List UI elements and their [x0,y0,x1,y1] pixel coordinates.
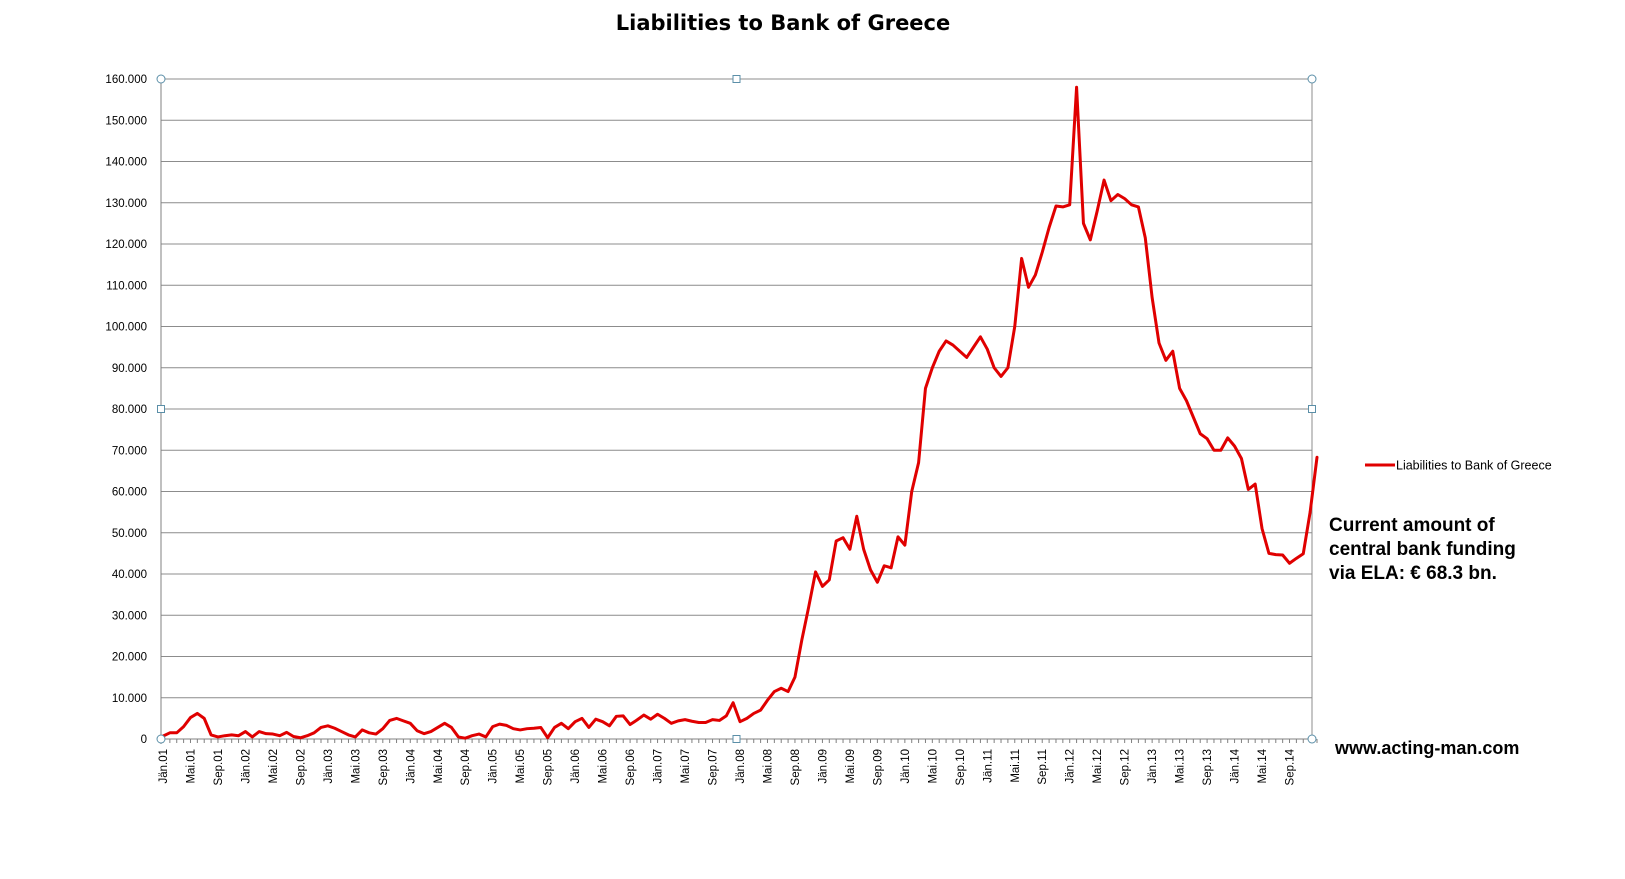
x-tick-label: Sep.05 [543,749,555,785]
resize-handle[interactable] [157,405,165,413]
x-tick-label: Mai.12 [1092,749,1104,784]
y-tick-label: 80.000 [112,404,147,416]
legend-label: Liabilities to Bank of Greece [1396,459,1552,473]
y-tick-label: 90.000 [112,363,147,375]
resize-handle[interactable] [156,74,166,84]
x-tick-label: Sep.07 [708,749,720,785]
y-tick-label: 30.000 [112,610,147,622]
x-tick-label: Mai.13 [1175,749,1187,784]
x-tick-label: Mai.01 [185,749,197,784]
x-tick-label: Sep.08 [790,749,802,785]
y-tick-label: 140.000 [105,157,147,169]
annotation-line-3: via ELA: € 68.3 bn. [1329,563,1497,584]
x-tick-label: Mai.10 [927,749,939,784]
x-tick-label: Mai.07 [680,749,692,784]
x-tick-label: Jän.02 [240,749,252,784]
legend: Liabilities to Bank of Greece [1365,459,1552,473]
x-tick-label: Sep.10 [955,749,967,785]
x-tick-label: Jän.08 [735,749,747,784]
x-tick-label: Mai.03 [350,749,362,784]
y-tick-label: 10.000 [112,693,147,705]
x-tick-label: Sep.09 [872,749,884,785]
y-tick-label: 160.000 [105,74,147,86]
x-axis: Jän.01 Mai.01 Sep.01 Jän.02 Mai.02 Sep.02 Jän.… [158,739,1318,785]
x-tick-label: Jän.10 [900,749,912,784]
x-tick-label: Sep.12 [1120,749,1132,785]
x-tick-label: Jän.13 [1147,749,1159,784]
y-tick-label: 50.000 [112,528,147,540]
gridlines [160,78,1313,744]
y-tick-label: 20.000 [112,652,147,664]
y-tick-label: 100.000 [105,322,147,334]
x-tick-label: Jän.09 [817,749,829,784]
source-watermark: www.acting-man.com [1335,738,1520,758]
x-tick-label: Mai.09 [845,749,857,784]
x-tick-label: Sep.01 [213,749,225,785]
chart-title: Liabilities to Bank of Greece [616,11,951,35]
x-tick-label: Mai.05 [515,749,527,784]
x-tick-label: Jän.06 [570,749,582,784]
resize-handle[interactable] [732,75,741,83]
y-tick-label: 70.000 [112,445,147,457]
x-tick-label: Jän.07 [653,749,665,784]
x-tick-label: Mai.02 [268,749,280,784]
resize-handle[interactable] [1308,405,1316,413]
resize-handle[interactable] [1307,734,1317,744]
x-tick-label: Sep.11 [1037,749,1049,785]
resize-handle[interactable] [156,734,166,744]
x-tick-label: Jän.12 [1065,749,1077,784]
x-tick-label: Mai.04 [433,748,445,783]
x-tick-label: Sep.02 [295,749,307,785]
x-tick-label: Jän.03 [323,749,335,784]
x-tick-label: Jän.14 [1230,748,1242,783]
x-tick-label: Sep.14 [1285,748,1297,785]
annotation-line-2: central bank funding [1329,539,1516,560]
y-tick-label: 110.000 [106,280,147,292]
x-tick-label: Jän.05 [488,749,500,784]
y-tick-label: 40.000 [112,569,147,581]
x-tick-label: Sep.13 [1202,749,1214,785]
x-tick-label: Jän.01 [158,749,170,784]
annotation-line-1: Current amount of [1329,515,1495,536]
y-tick-label: 120.000 [105,239,147,251]
annotation-note: Current amount of central bank funding v… [1329,514,1599,586]
x-tick-label: Jän.11 [982,749,994,783]
x-tick-label: Mai.11 [1010,749,1022,783]
resize-handle[interactable] [732,735,741,743]
y-axis: 0 10.000 20.000 30.000 40.000 50.000 60.000 70.… [105,74,147,746]
x-tick-label: Sep.06 [625,749,637,785]
resize-handle[interactable] [1307,74,1317,84]
selection-handles[interactable] [156,74,1317,744]
x-tick-label: Mai.14 [1257,748,1269,783]
y-tick-label: 150.000 [105,115,147,127]
y-tick-label: 130.000 [105,198,147,210]
y-tick-label: 60.000 [112,487,147,499]
series-line-liabilities [161,85,1319,740]
x-tick-label: Mai.08 [762,749,774,784]
x-tick-label: Sep.04 [460,748,472,785]
x-tick-label: Mai.06 [598,749,610,784]
x-tick-label: Jän.04 [405,748,417,783]
y-tick-label: 0 [141,734,147,746]
x-tick-label: Sep.03 [378,749,390,785]
